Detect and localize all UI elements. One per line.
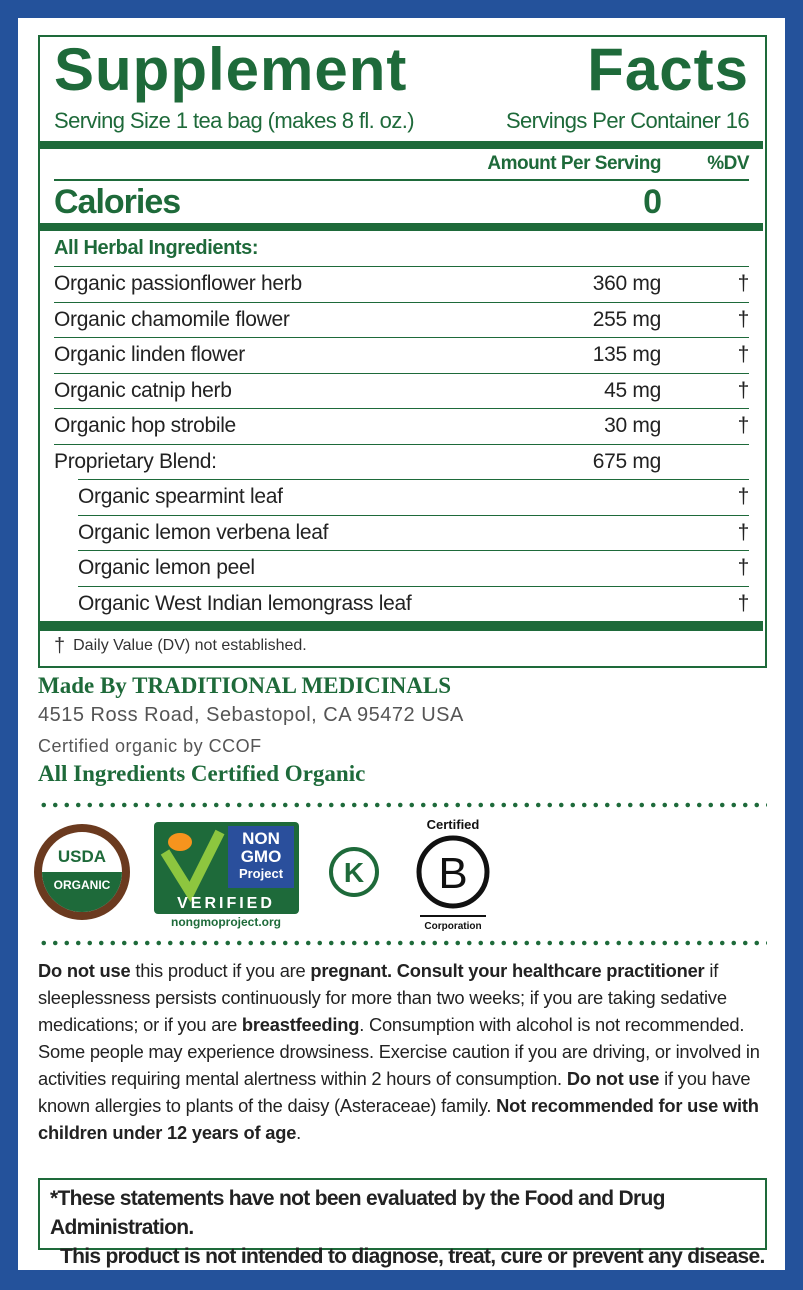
blend-item-dv: † [737, 485, 750, 509]
ingredient-row: Organic catnip herb 45 mg † [54, 372, 750, 409]
dv-header: %DV [707, 153, 749, 174]
nongmo-url: nongmoproject.org [171, 915, 281, 929]
usda-text: USDA [58, 847, 106, 866]
supplement-facts: Supplement Facts Serving Size 1 tea bag … [38, 35, 767, 668]
divider [40, 223, 763, 231]
blend-item-name: Organic spearmint leaf [78, 485, 283, 509]
warning-text: . [296, 1122, 302, 1143]
usda-logo: USDA ORGANIC [34, 824, 130, 920]
made-by: Made By TRADITIONAL MEDICINALS [38, 673, 452, 698]
warning-text: Do not use [38, 960, 131, 981]
bcorp-logo: Certified B Corporation [416, 817, 490, 932]
footnote-mark: † [54, 634, 66, 657]
divider [40, 621, 763, 631]
servings-per-container: Servings Per Container 16 [505, 108, 750, 133]
logos: USDA ORGANIC NON GMO Project VERIFIED no… [34, 817, 490, 932]
ingredient-dv: † [737, 378, 750, 402]
ingredient-name: Organic catnip herb [54, 378, 232, 402]
warning-text: Do not use [566, 1068, 660, 1089]
disclaimer-line: *These statements have not been evaluate… [50, 1187, 665, 1239]
kosher-logo: K [329, 847, 379, 897]
warning-text: if you have known allergies to plants of… [38, 1068, 751, 1116]
amount-header: Amount Per Serving [487, 153, 661, 174]
warning-text: breastfeeding [241, 1014, 360, 1035]
blend-item-row: Organic spearmint leaf † [78, 479, 749, 515]
ingredient-amount: 360 mg [592, 272, 662, 296]
blend-name: Proprietary Blend: [54, 449, 217, 473]
section-text: All Herbal Ingredients: [54, 237, 259, 259]
blend-item-name: Organic lemon peel [78, 556, 255, 580]
ingredient-row: Organic linden flower 135 mg † [54, 337, 749, 373]
all-organic: All Ingredients Certified Organic [38, 761, 366, 786]
section-heading: All Herbal Ingredients: [54, 231, 749, 266]
warning-text: if sleeplessness persists continuously f… [38, 960, 727, 1035]
blend-item-name: Organic West Indian lemongrass leaf [78, 591, 412, 615]
ingredient-amount: 135 mg [592, 343, 662, 367]
dotted-divider [38, 802, 767, 808]
ingredient-rows: Organic passionflower herb 360 mg † Organic… [54, 266, 749, 621]
ingredient-dv: † [737, 343, 750, 367]
blend-item-row: Organic West Indian lemongrass leaf † [78, 585, 750, 622]
ingredient-name: Organic passionflower herb [54, 272, 302, 296]
calories-value: 0 [643, 182, 662, 221]
warning-text: Not recommended for use with children un… [38, 1095, 759, 1143]
serving-size: Serving Size 1 tea bag (makes 8 fl. oz.) [54, 108, 415, 133]
divider [40, 141, 763, 149]
ingredient-row: Organic chamomile flower 255 mg † [54, 301, 750, 338]
nongmo-text: GMO [241, 847, 282, 866]
header-row: Amount Per Serving %DV [54, 149, 749, 179]
nongmo-text: Project [239, 866, 284, 881]
disclaimer: *These statements have not been evaluate… [38, 1178, 767, 1268]
blend-item-name: Organic lemon verbena leaf [78, 520, 329, 544]
ingredient-dv: † [737, 307, 750, 331]
blend-row: Proprietary Blend: 675 mg [54, 443, 749, 480]
nongmo-text: NON [242, 829, 280, 848]
organic-text: ORGANIC [54, 878, 111, 892]
kosher-text: K [344, 857, 364, 888]
ingredient-amount: 45 mg [604, 378, 661, 402]
ingredient-dv: † [737, 272, 750, 296]
blend-item-dv: † [737, 520, 750, 544]
calories-label: Calories [54, 182, 181, 221]
warning: Do not use this product if you are pregn… [38, 957, 773, 1146]
nongmo-logo: NON GMO Project VERIFIED nongmoproject.o… [154, 822, 299, 929]
serving-row: Serving Size 1 tea bag (makes 8 fl. oz.)… [54, 101, 750, 141]
ingredient-name: Organic linden flower [54, 343, 245, 367]
ingredient-row: Organic passionflower herb 360 mg † [54, 266, 749, 302]
blend-item-dv: † [737, 591, 750, 615]
bcorp-b: B [438, 849, 467, 898]
bcorp-text: Corporation [424, 921, 481, 932]
bcorp-text: Certified [427, 817, 480, 832]
ingredient-name: Organic hop strobile [54, 414, 236, 438]
ingredient-name: Organic chamomile flower [54, 307, 290, 331]
ingredient-dv: † [737, 414, 750, 438]
disclaimer-line: This product is not intended to diagnose… [60, 1245, 765, 1268]
blend-item-row: Organic lemon peel † [78, 550, 749, 586]
footnote-text: Daily Value (DV) not established. [73, 637, 307, 654]
blend-item-dv: † [737, 556, 750, 580]
title: Supplement Facts [54, 36, 749, 103]
warning-text: . Consumption with alcohol is not recomm… [38, 1014, 760, 1089]
warning-text: pregnant. Consult your healthcare practi… [310, 960, 705, 981]
blend-item-row: Organic lemon verbena leaf † [78, 514, 750, 551]
ingredient-amount: 30 mg [604, 414, 661, 438]
blend-amount: 675 mg [592, 449, 662, 473]
address: 4515 Ross Road, Sebastopol, CA 95472 USA [38, 704, 464, 726]
ingredient-amount: 255 mg [592, 307, 662, 331]
calories-row: Calories 0 [54, 179, 749, 223]
footnote: † Daily Value (DV) not established. [54, 631, 749, 661]
warning-text: this product if you are [130, 960, 311, 981]
ingredient-row: Organic hop strobile 30 mg † [54, 408, 749, 444]
dotted-divider [38, 940, 767, 946]
verified-text: VERIFIED [177, 895, 275, 912]
certified: Certified organic by CCOF [38, 736, 262, 756]
